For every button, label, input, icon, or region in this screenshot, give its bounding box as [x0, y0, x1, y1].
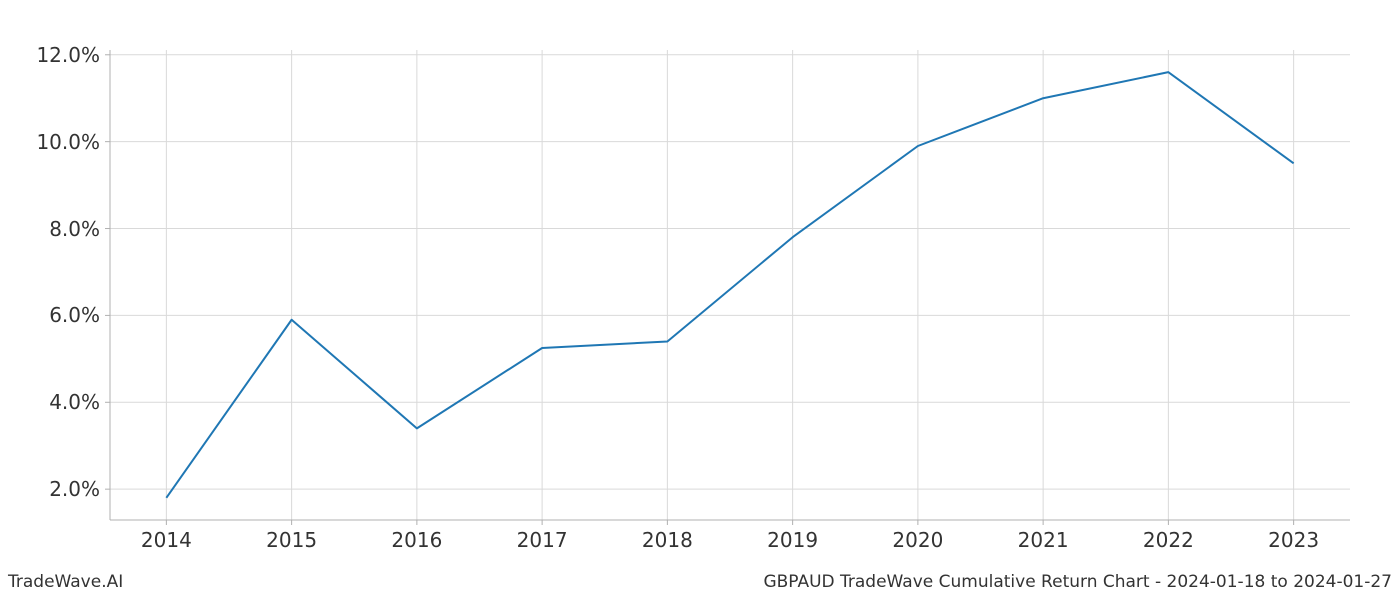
y-tick-label: 10.0% — [36, 130, 100, 154]
y-tick-label: 8.0% — [49, 217, 100, 241]
y-tick-label: 12.0% — [36, 43, 100, 67]
line-chart-svg — [110, 50, 1350, 520]
x-tick-label: 2023 — [1268, 528, 1319, 552]
y-tick-label: 4.0% — [49, 390, 100, 414]
footer-caption: GBPAUD TradeWave Cumulative Return Chart… — [763, 572, 1392, 592]
footer-brand: TradeWave.AI — [8, 572, 123, 592]
x-tick-label: 2018 — [642, 528, 693, 552]
y-tick-label: 2.0% — [49, 477, 100, 501]
y-tick-label: 6.0% — [49, 303, 100, 327]
x-tick-label: 2015 — [266, 528, 317, 552]
x-tick-label: 2017 — [517, 528, 568, 552]
x-tick-label: 2016 — [391, 528, 442, 552]
x-tick-label: 2014 — [141, 528, 192, 552]
x-tick-label: 2021 — [1018, 528, 1069, 552]
x-tick-label: 2020 — [892, 528, 943, 552]
chart-container — [110, 50, 1350, 520]
x-tick-label: 2022 — [1143, 528, 1194, 552]
x-tick-label: 2019 — [767, 528, 818, 552]
